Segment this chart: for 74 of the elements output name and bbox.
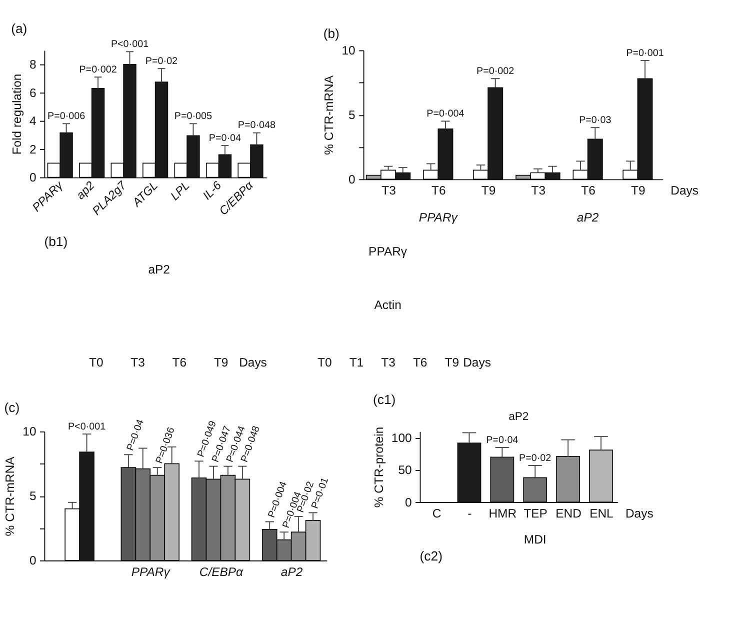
data-label: P=0·005: [174, 110, 213, 122]
data-label: P=0·04: [486, 434, 519, 446]
text: MDI: [524, 532, 546, 546]
x-tick-label: T9: [631, 184, 646, 198]
y-tick-label: 100: [391, 431, 412, 446]
y-tick-label: 4: [29, 114, 36, 128]
y-axis-title: Fold regulation: [10, 74, 24, 155]
data-label: P=0·004: [426, 108, 465, 120]
y-tick-label: 0: [29, 554, 36, 568]
y-tick-label: 50: [398, 463, 412, 478]
category-label: T0: [88, 356, 104, 370]
x-tick-label: LPL: [168, 179, 192, 204]
y-tick-label: 5: [29, 489, 36, 504]
y-tick-label: 5: [348, 108, 356, 122]
y-tick-label: 0: [29, 170, 36, 185]
y-tick-label: 10: [342, 43, 356, 58]
text: aP2: [148, 262, 170, 276]
x-tick-label: TEP: [524, 506, 548, 521]
text: PPARγ: [368, 244, 408, 258]
data-label: P=0·048: [238, 120, 276, 132]
data-label: P=0·03: [579, 114, 612, 126]
x-tick-label: ap2: [74, 178, 98, 202]
x-tick-label: C: [432, 506, 442, 521]
data-label: P=0·001: [626, 48, 664, 59]
category-label: T6: [172, 356, 187, 370]
y-tick-label: 0: [405, 495, 412, 510]
y-tick-label: 2: [29, 142, 36, 156]
data-label: P=0·006: [47, 110, 86, 122]
x-tick-label: HMR: [488, 506, 517, 521]
x-tick-label: T6: [431, 184, 446, 198]
x-tick-label: END: [556, 506, 582, 521]
chart-title: (b): [323, 26, 340, 42]
x-axis-title: Days: [625, 506, 654, 521]
chart-title: (c1): [373, 392, 396, 408]
x-tick-label: T9: [481, 184, 496, 198]
chart-subtitle: aP2: [508, 411, 529, 424]
text: Days: [463, 356, 491, 370]
x-tick-label: T6: [581, 184, 596, 198]
x-tick-label: C/EBPα: [199, 564, 244, 579]
x-tick-label: aP2: [280, 564, 303, 579]
y-tick-label: 8: [29, 58, 36, 72]
y-axis-title: % CTR-mRNA: [322, 74, 336, 155]
y-tick-label: 10: [22, 424, 36, 439]
category-label: T3: [130, 356, 146, 370]
data-label: P=0·002: [79, 64, 117, 76]
data-label: P<0·001: [110, 38, 150, 50]
chart-title: (a): [11, 20, 28, 36]
text: (b1): [44, 234, 68, 250]
category-label: T1: [349, 356, 364, 370]
y-axis-title: % CTR-mRNA: [3, 456, 18, 536]
category-label: T0: [318, 356, 332, 370]
text: Actin: [374, 298, 402, 312]
data-label: P=0·04: [208, 132, 242, 144]
data-label: P=0·02: [519, 452, 552, 464]
y-tick-label: 6: [29, 86, 36, 100]
x-tick-label: ENL: [590, 506, 614, 521]
x-axis-title: Days: [670, 184, 698, 198]
x-tick-label: -: [468, 506, 472, 521]
category-label: T9: [444, 356, 460, 370]
data-label: P<0·001: [68, 421, 106, 432]
chart-title: (c): [4, 400, 20, 415]
x-tick-label: PPARγ: [131, 564, 171, 579]
category-label: T6: [412, 356, 428, 370]
x-tick-label: T3: [531, 184, 546, 198]
text: (c2): [420, 548, 442, 564]
x-tick-label: T3: [382, 184, 396, 198]
category-label: T3: [381, 356, 396, 370]
x-tick-label: IL-6: [200, 178, 224, 203]
category-label: T9: [214, 356, 228, 370]
y-axis-title: % CTR-protein: [372, 426, 386, 508]
data-label: P=0·002: [476, 66, 514, 77]
y-tick-label: 0: [348, 172, 356, 186]
text: Days: [239, 356, 267, 370]
data-label: P=0·02: [145, 56, 178, 67]
